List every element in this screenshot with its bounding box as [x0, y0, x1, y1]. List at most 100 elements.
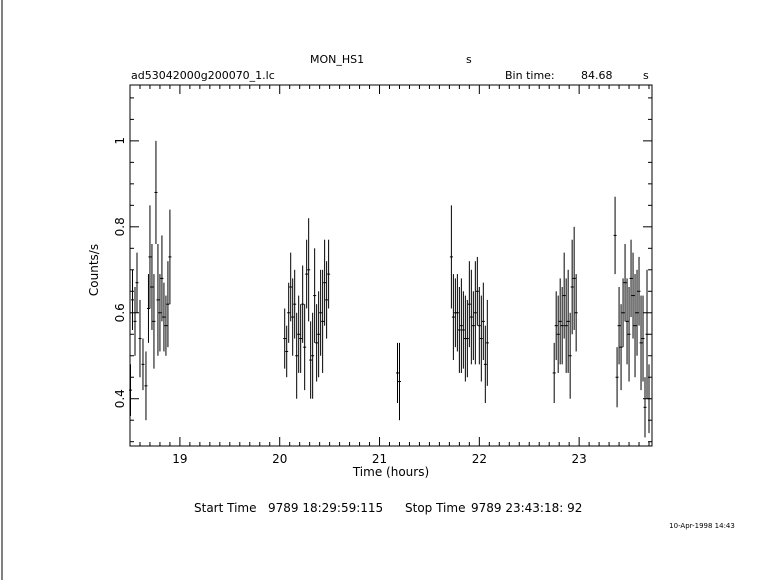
data-point	[313, 248, 317, 343]
data-point	[631, 252, 635, 339]
start-time-label: Start Time	[194, 501, 257, 515]
stop-time-label: Stop Time	[405, 501, 465, 515]
data-point	[162, 282, 166, 352]
data-point	[311, 312, 315, 399]
data-point	[647, 364, 651, 434]
data-point	[568, 312, 572, 399]
data-point	[307, 218, 311, 322]
data-point	[319, 269, 323, 356]
data-point	[465, 299, 469, 378]
data-point	[291, 278, 295, 356]
data-point	[150, 244, 154, 330]
data-point	[317, 291, 321, 378]
data-point	[552, 342, 556, 404]
data-point	[293, 269, 297, 339]
data-point	[621, 278, 625, 348]
data-point	[297, 295, 301, 373]
data-point	[141, 338, 145, 391]
bin-time-unit: s	[643, 69, 649, 82]
data-point	[321, 269, 325, 373]
data-point	[623, 244, 627, 322]
data-point	[641, 295, 645, 382]
data-point	[475, 256, 479, 326]
x-tick-label: 21	[372, 452, 387, 466]
data-point	[572, 226, 576, 330]
data-point	[613, 196, 617, 275]
data-point	[471, 291, 475, 361]
data-point	[643, 377, 647, 438]
x-tick-label: 22	[472, 452, 487, 466]
plot-title: MON_HS1	[310, 53, 364, 66]
data-point	[299, 304, 303, 373]
data-point	[457, 286, 461, 373]
x-tick-label: 23	[571, 452, 586, 466]
data-point	[564, 278, 568, 373]
data-point	[633, 274, 637, 378]
y-tick-label: 0.8	[113, 217, 127, 236]
data-point	[287, 282, 291, 343]
data-point	[560, 286, 564, 365]
stop-time-value: 9789 23:43:18: 92	[471, 501, 582, 515]
bin-time-label: Bin time:	[505, 69, 555, 82]
plot-timestamp: 10-Apr-1998 14:43	[669, 522, 735, 530]
data-point	[485, 299, 489, 386]
axis-ticks	[129, 85, 652, 446]
data-point	[283, 308, 287, 369]
data-point	[483, 325, 487, 404]
file-name: ad53042000g200070_1.lc	[131, 69, 275, 82]
x-tick-label: 19	[172, 452, 187, 466]
data-points	[128, 140, 651, 438]
data-point	[166, 261, 170, 348]
start-time-value: 9789 18:29:59:115	[268, 501, 383, 515]
data-point	[309, 321, 313, 399]
data-point	[473, 261, 477, 365]
data-point	[397, 342, 401, 421]
data-point	[148, 205, 152, 309]
data-point	[625, 278, 629, 365]
data-point	[305, 239, 309, 309]
data-point	[168, 209, 172, 305]
data-point	[327, 239, 331, 309]
data-point	[135, 252, 139, 313]
data-point	[556, 295, 560, 373]
data-point	[574, 274, 578, 352]
y-tick-label: 0.6	[113, 303, 127, 322]
data-point	[128, 364, 132, 416]
data-point	[144, 351, 148, 421]
data-point	[558, 278, 562, 365]
data-point	[138, 299, 142, 378]
data-point	[461, 291, 465, 369]
data-point	[645, 269, 649, 399]
x-axis-label: Time (hours)	[352, 465, 429, 479]
axis-tick-labels: 19 20 21 22 23 0.4 0.6 0.8 1	[113, 137, 587, 466]
data-point	[133, 286, 137, 356]
data-point	[303, 304, 307, 391]
data-point	[477, 286, 481, 365]
data-point	[289, 252, 293, 322]
x-tick-label: 20	[272, 452, 287, 466]
data-point	[619, 304, 623, 391]
data-point	[481, 282, 485, 361]
data-point	[467, 261, 471, 348]
data-point	[459, 278, 463, 373]
data-point	[566, 269, 570, 373]
data-point	[615, 347, 619, 408]
data-point	[451, 274, 455, 361]
data-point	[295, 312, 299, 399]
data-point	[562, 252, 566, 339]
bin-time-value: 84.68	[581, 69, 613, 82]
data-point	[627, 286, 631, 382]
data-point	[160, 235, 164, 322]
data-point	[315, 304, 319, 382]
data-point	[570, 239, 574, 335]
y-tick-label: 0.4	[113, 389, 127, 408]
data-point	[395, 342, 399, 404]
data-point	[629, 239, 633, 318]
data-point	[164, 295, 168, 356]
data-point	[285, 325, 289, 378]
data-point	[469, 269, 473, 365]
data-point	[617, 286, 621, 365]
plot-frame	[129, 84, 653, 447]
data-point	[158, 274, 162, 352]
data-point	[479, 295, 483, 382]
